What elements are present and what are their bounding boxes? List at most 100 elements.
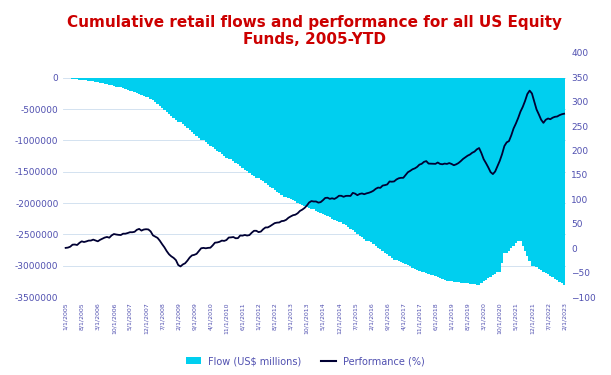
Bar bbox=[218, 78, 221, 152]
Bar bbox=[475, 78, 478, 285]
Bar bbox=[156, 78, 159, 104]
Bar bbox=[304, 78, 306, 206]
Bar bbox=[365, 78, 368, 241]
Bar bbox=[437, 78, 439, 277]
Bar bbox=[531, 78, 533, 266]
Bar bbox=[554, 78, 556, 279]
Bar bbox=[320, 78, 322, 213]
Bar bbox=[295, 78, 296, 201]
Bar bbox=[296, 78, 299, 203]
Bar bbox=[276, 78, 278, 192]
Bar bbox=[101, 78, 103, 83]
Bar bbox=[170, 78, 172, 116]
Bar bbox=[517, 78, 519, 241]
Bar bbox=[368, 78, 370, 241]
Bar bbox=[154, 78, 156, 102]
Bar bbox=[384, 78, 386, 253]
Bar bbox=[457, 78, 459, 282]
Bar bbox=[386, 78, 389, 254]
Bar bbox=[262, 78, 265, 182]
Bar bbox=[136, 78, 138, 93]
Bar bbox=[129, 78, 131, 91]
Bar bbox=[411, 78, 414, 267]
Bar bbox=[193, 78, 196, 134]
Bar bbox=[255, 78, 257, 178]
Bar bbox=[180, 78, 181, 122]
Bar bbox=[419, 78, 420, 271]
Bar bbox=[529, 78, 531, 261]
Bar bbox=[306, 78, 308, 207]
Bar bbox=[283, 78, 285, 197]
Bar bbox=[292, 78, 295, 200]
Bar bbox=[269, 78, 271, 187]
Bar bbox=[448, 78, 450, 282]
Bar bbox=[161, 78, 163, 108]
Bar bbox=[163, 78, 166, 110]
Bar bbox=[257, 78, 260, 178]
Bar bbox=[492, 78, 494, 275]
Bar bbox=[563, 78, 565, 285]
Bar bbox=[92, 78, 94, 81]
Bar bbox=[450, 78, 453, 282]
Bar bbox=[333, 78, 335, 220]
Bar bbox=[141, 78, 142, 95]
Bar bbox=[544, 78, 547, 273]
Bar bbox=[239, 78, 241, 166]
Bar bbox=[313, 78, 315, 209]
Bar bbox=[522, 78, 524, 246]
Bar bbox=[407, 78, 409, 265]
Bar bbox=[549, 78, 552, 276]
Bar bbox=[494, 78, 496, 274]
Bar bbox=[370, 78, 372, 243]
Bar bbox=[375, 78, 377, 246]
Bar bbox=[359, 78, 361, 236]
Bar bbox=[230, 78, 232, 159]
Bar bbox=[389, 78, 390, 256]
Bar bbox=[94, 78, 97, 81]
Bar bbox=[381, 78, 384, 251]
Bar bbox=[469, 78, 471, 284]
Bar bbox=[177, 78, 180, 122]
Bar bbox=[496, 78, 499, 272]
Bar bbox=[487, 78, 489, 278]
Bar bbox=[474, 78, 475, 284]
Bar bbox=[558, 78, 561, 282]
Bar bbox=[287, 78, 290, 198]
Bar bbox=[317, 78, 320, 212]
Bar bbox=[425, 78, 428, 273]
Bar bbox=[324, 78, 326, 215]
Bar bbox=[351, 78, 354, 231]
Bar bbox=[216, 78, 218, 151]
Bar bbox=[441, 78, 444, 279]
Bar bbox=[225, 78, 227, 158]
Bar bbox=[246, 78, 248, 171]
Bar bbox=[356, 78, 359, 234]
Bar bbox=[414, 78, 416, 268]
Bar bbox=[248, 78, 251, 173]
Bar bbox=[526, 78, 529, 256]
Bar bbox=[478, 78, 480, 285]
Bar bbox=[266, 78, 269, 185]
Bar bbox=[202, 78, 205, 141]
Bar bbox=[76, 78, 78, 79]
Bar bbox=[543, 78, 544, 272]
Bar bbox=[338, 78, 340, 222]
Bar bbox=[444, 78, 446, 280]
Bar bbox=[455, 78, 457, 282]
Bar bbox=[221, 78, 223, 154]
Bar bbox=[402, 78, 404, 263]
Bar bbox=[274, 78, 276, 190]
Bar bbox=[166, 78, 168, 112]
Bar bbox=[117, 78, 120, 87]
Bar bbox=[354, 78, 356, 232]
Bar bbox=[393, 78, 395, 260]
Bar bbox=[207, 78, 209, 144]
Bar bbox=[103, 78, 106, 84]
Bar bbox=[503, 78, 505, 253]
Bar bbox=[347, 78, 349, 227]
Bar bbox=[227, 78, 230, 159]
Bar bbox=[200, 78, 202, 141]
Bar bbox=[513, 78, 514, 246]
Bar bbox=[329, 78, 331, 218]
Bar bbox=[244, 78, 246, 170]
